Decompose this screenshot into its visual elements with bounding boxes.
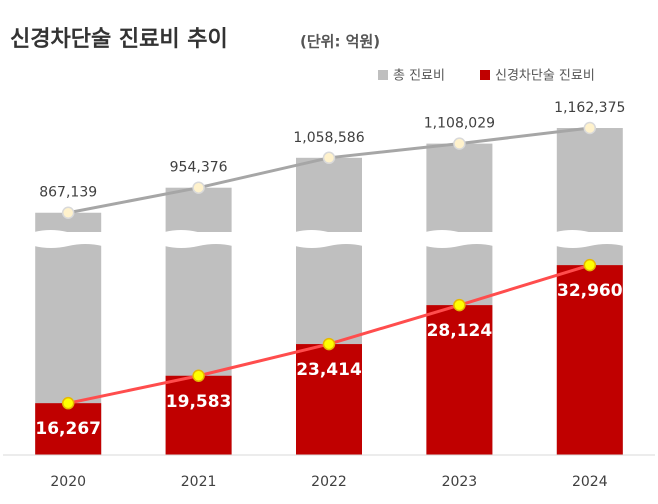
data-label: 19,583 <box>166 392 232 412</box>
bar <box>296 344 362 455</box>
axis-break <box>34 230 103 248</box>
axis-break <box>164 230 233 248</box>
marker <box>453 137 466 150</box>
x-tick-label: 2022 <box>311 474 347 490</box>
marker <box>583 121 597 135</box>
data-label: 23,414 <box>296 360 362 380</box>
marker <box>192 181 205 194</box>
data-label: 28,124 <box>427 321 493 341</box>
axis-break <box>425 230 494 248</box>
bar <box>556 265 623 455</box>
bar-upper <box>296 157 362 232</box>
legend-swatch <box>378 70 388 80</box>
bar <box>165 375 232 455</box>
bar <box>426 305 493 455</box>
data-label: 1,108,029 <box>424 116 495 132</box>
axis-break <box>555 230 624 248</box>
legend-label: 총 진료비 <box>393 69 445 84</box>
chart-subtitle: (단위: 억원) <box>300 33 380 51</box>
bar-upper <box>556 128 623 232</box>
data-label: 32,960 <box>557 281 623 301</box>
legend-swatch <box>480 70 490 80</box>
data-label: 867,139 <box>39 185 97 201</box>
x-tick-label: 2021 <box>181 474 217 490</box>
data-label: 16,267 <box>35 419 101 439</box>
legend-label: 신경차단술 진료비 <box>495 69 595 84</box>
x-tick-label: 2020 <box>50 474 86 490</box>
chart-title: 신경차단술 진료비 추이 <box>10 27 228 52</box>
marker <box>322 151 336 165</box>
marker <box>322 337 336 351</box>
x-tick-label: 2023 <box>442 474 478 490</box>
x-tick-label: 2024 <box>572 474 608 490</box>
bar-upper <box>35 212 102 232</box>
marker <box>583 258 597 272</box>
data-label: 1,162,375 <box>554 100 625 116</box>
marker <box>453 298 466 312</box>
data-label: 954,376 <box>170 160 228 176</box>
axis-break <box>295 230 363 248</box>
bar-upper <box>426 143 493 232</box>
data-label: 1,058,586 <box>293 130 364 146</box>
bar-upper <box>165 187 232 232</box>
marker <box>61 206 75 219</box>
marker <box>61 396 75 410</box>
marker <box>192 369 205 383</box>
bar <box>35 403 102 455</box>
